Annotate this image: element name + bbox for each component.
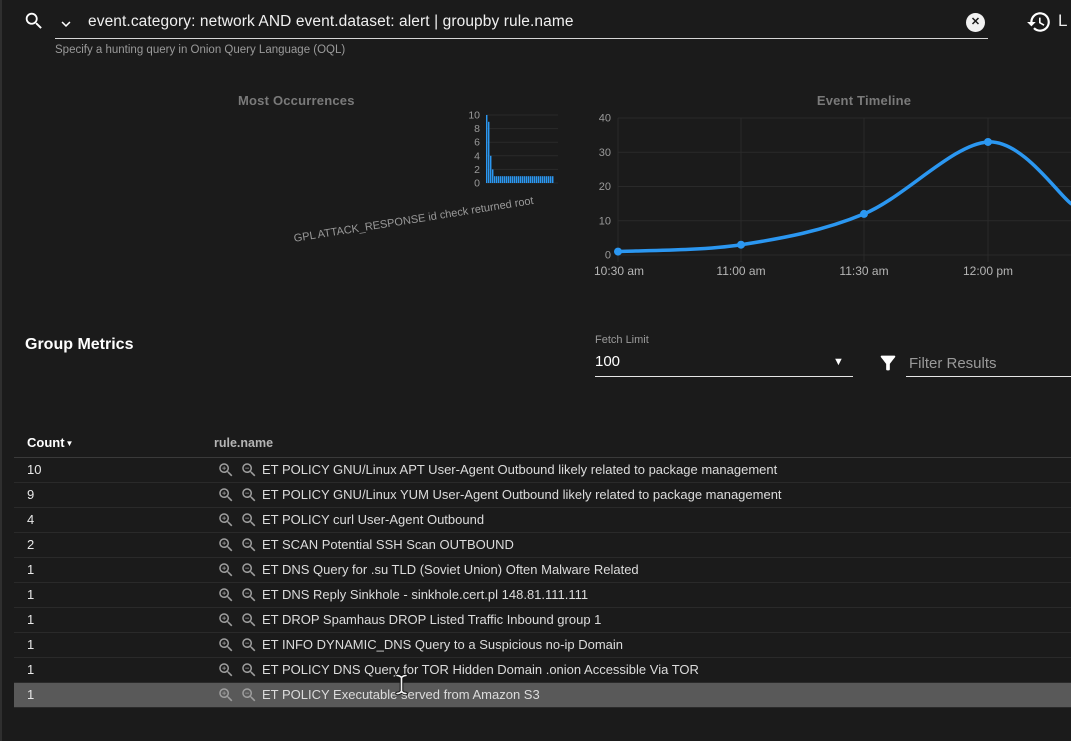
query-input[interactable]: event.category: network AND event.datase… bbox=[88, 13, 574, 30]
zoom-in-icon[interactable] bbox=[217, 536, 235, 554]
svg-text:11:00 am: 11:00 am bbox=[716, 264, 765, 278]
zoom-out-icon[interactable] bbox=[240, 511, 258, 529]
clipped-right-label: L bbox=[1058, 11, 1068, 30]
zoom-in-icon[interactable] bbox=[217, 611, 235, 629]
table-row[interactable]: 1 ET POLICY Executable served from Amazon… bbox=[14, 683, 1071, 708]
fetch-limit-caret-icon[interactable]: ▼ bbox=[833, 356, 844, 368]
rule-name-cell: ET POLICY DNS Query for TOR Hidden Domai… bbox=[262, 662, 699, 677]
count-cell: 1 bbox=[27, 587, 35, 602]
table-row[interactable]: 1 ET DNS Reply Sinkhole - sinkhole.cert.p… bbox=[14, 583, 1071, 608]
svg-text:12:00 pm: 12:00 pm bbox=[963, 264, 1013, 278]
table-row[interactable]: 10 ET POLICY GNU/Linux APT User-Agent Out… bbox=[14, 458, 1071, 483]
table-row[interactable]: 9 ET POLICY GNU/Linux YUM User-Agent Outb… bbox=[14, 483, 1071, 508]
zoom-out-icon[interactable] bbox=[240, 486, 258, 504]
svg-text:11:30 am: 11:30 am bbox=[839, 264, 888, 278]
rule-name-cell: ET DNS Reply Sinkhole - sinkhole.cert.pl… bbox=[262, 587, 589, 602]
search-icon bbox=[25, 12, 42, 29]
count-cell: 10 bbox=[27, 462, 42, 477]
fetch-limit-select[interactable]: 100 bbox=[595, 353, 621, 370]
rule-name-cell: ET POLICY GNU/Linux APT User-Agent Outbo… bbox=[262, 462, 778, 477]
svg-text:20: 20 bbox=[599, 181, 611, 193]
count-cell: 4 bbox=[27, 512, 35, 527]
count-cell: 1 bbox=[27, 637, 35, 652]
query-hint: Specify a hunting query in Onion Query L… bbox=[55, 44, 346, 56]
table-header-row: Count▼ rule.name bbox=[14, 430, 1071, 458]
svg-text:10: 10 bbox=[599, 215, 611, 227]
clear-icon: ✕ bbox=[970, 16, 981, 28]
svg-text:40: 40 bbox=[599, 113, 611, 125]
event-timeline-chart: 0 10 20 30 40 10:30 am 11:00 am 11:30 am 12:00 p… bbox=[594, 113, 1071, 278]
rule-name-cell: ET DROP Spamhaus DROP Listed Traffic Inb… bbox=[262, 612, 602, 627]
svg-text:10: 10 bbox=[468, 110, 480, 122]
clear-query-button[interactable]: ✕ bbox=[966, 13, 985, 32]
zoom-out-icon[interactable] bbox=[240, 636, 258, 654]
rule-name-cell: ET POLICY Executable served from Amazon … bbox=[262, 687, 540, 702]
rule-name-cell: ET POLICY GNU/Linux YUM User-Agent Outbo… bbox=[262, 487, 782, 502]
zoom-in-icon[interactable] bbox=[217, 461, 235, 479]
table-row[interactable]: 1 ET INFO DYNAMIC_DNS Query to a Suspicio… bbox=[14, 633, 1071, 658]
svg-text:10:30 am: 10:30 am bbox=[594, 264, 644, 278]
count-cell: 1 bbox=[27, 612, 35, 627]
zoom-in-icon[interactable] bbox=[217, 686, 235, 704]
rule-name-cell: ET POLICY curl User-Agent Outbound bbox=[262, 512, 485, 527]
column-header-count[interactable]: Count▼ bbox=[27, 435, 74, 450]
svg-text:6: 6 bbox=[474, 137, 480, 149]
fetch-limit-label: Fetch Limit bbox=[595, 334, 649, 346]
most-occurrences-x-label: GPL ATTACK_RESPONSE id check returned ro… bbox=[293, 195, 535, 245]
zoom-in-icon[interactable] bbox=[217, 661, 235, 679]
table-row[interactable]: 4 ET POLICY curl User-Agent Outbound bbox=[14, 508, 1071, 533]
table-row[interactable]: 2 ET SCAN Potential SSH Scan OUTBOUND bbox=[14, 533, 1071, 558]
zoom-out-icon[interactable] bbox=[240, 686, 258, 704]
event-timeline-title: Event Timeline bbox=[816, 93, 912, 108]
history-icon[interactable] bbox=[1026, 9, 1052, 35]
svg-text:0: 0 bbox=[474, 178, 480, 190]
zoom-in-icon[interactable] bbox=[217, 486, 235, 504]
zoom-in-icon[interactable] bbox=[217, 586, 235, 604]
column-header-rule-name[interactable]: rule.name bbox=[214, 436, 274, 450]
table-row[interactable]: 1 ET DNS Query for .su TLD (Soviet Union)… bbox=[14, 558, 1071, 583]
count-cell: 1 bbox=[27, 687, 35, 702]
filter-results-underline bbox=[906, 376, 1071, 377]
svg-text:2: 2 bbox=[474, 164, 480, 176]
query-underline bbox=[55, 38, 988, 39]
fetch-limit-underline bbox=[595, 376, 853, 377]
zoom-out-icon[interactable] bbox=[240, 561, 258, 579]
count-cell: 9 bbox=[27, 487, 35, 502]
zoom-in-icon[interactable] bbox=[217, 511, 235, 529]
group-metrics-heading: Group Metrics bbox=[25, 336, 134, 353]
zoom-out-icon[interactable] bbox=[240, 661, 258, 679]
rule-name-cell: ET INFO DYNAMIC_DNS Query to a Suspiciou… bbox=[262, 637, 623, 652]
zoom-in-icon[interactable] bbox=[217, 561, 235, 579]
filter-results-input[interactable]: Filter Results bbox=[909, 355, 997, 372]
zoom-out-icon[interactable] bbox=[240, 586, 258, 604]
filter-funnel-icon bbox=[880, 355, 896, 371]
count-cell: 1 bbox=[27, 562, 35, 577]
table-row[interactable]: 1 ET DROP Spamhaus DROP Listed Traffic In… bbox=[14, 608, 1071, 633]
zoom-out-icon[interactable] bbox=[240, 611, 258, 629]
i-beam-cursor bbox=[395, 673, 408, 696]
group-metrics-table: Count▼ rule.name 10 ET POLICY GNU/Linux A… bbox=[14, 430, 1071, 708]
count-cell: 2 bbox=[27, 537, 35, 552]
zoom-in-icon[interactable] bbox=[217, 636, 235, 654]
count-cell: 1 bbox=[27, 662, 35, 677]
svg-text:30: 30 bbox=[599, 147, 611, 159]
zoom-out-icon[interactable] bbox=[240, 461, 258, 479]
table-row[interactable]: 1 ET POLICY DNS Query for TOR Hidden Doma… bbox=[14, 658, 1071, 683]
most-occurrences-title: Most Occurrences bbox=[238, 93, 355, 108]
rule-name-cell: ET DNS Query for .su TLD (Soviet Union) … bbox=[262, 562, 639, 577]
rule-name-cell: ET SCAN Potential SSH Scan OUTBOUND bbox=[262, 537, 514, 552]
svg-text:0: 0 bbox=[605, 250, 611, 262]
svg-text:4: 4 bbox=[474, 150, 480, 162]
chevron-down-icon[interactable] bbox=[57, 15, 75, 33]
zoom-out-icon[interactable] bbox=[240, 536, 258, 554]
sort-desc-icon: ▼ bbox=[65, 439, 74, 448]
svg-text:8: 8 bbox=[474, 123, 480, 135]
